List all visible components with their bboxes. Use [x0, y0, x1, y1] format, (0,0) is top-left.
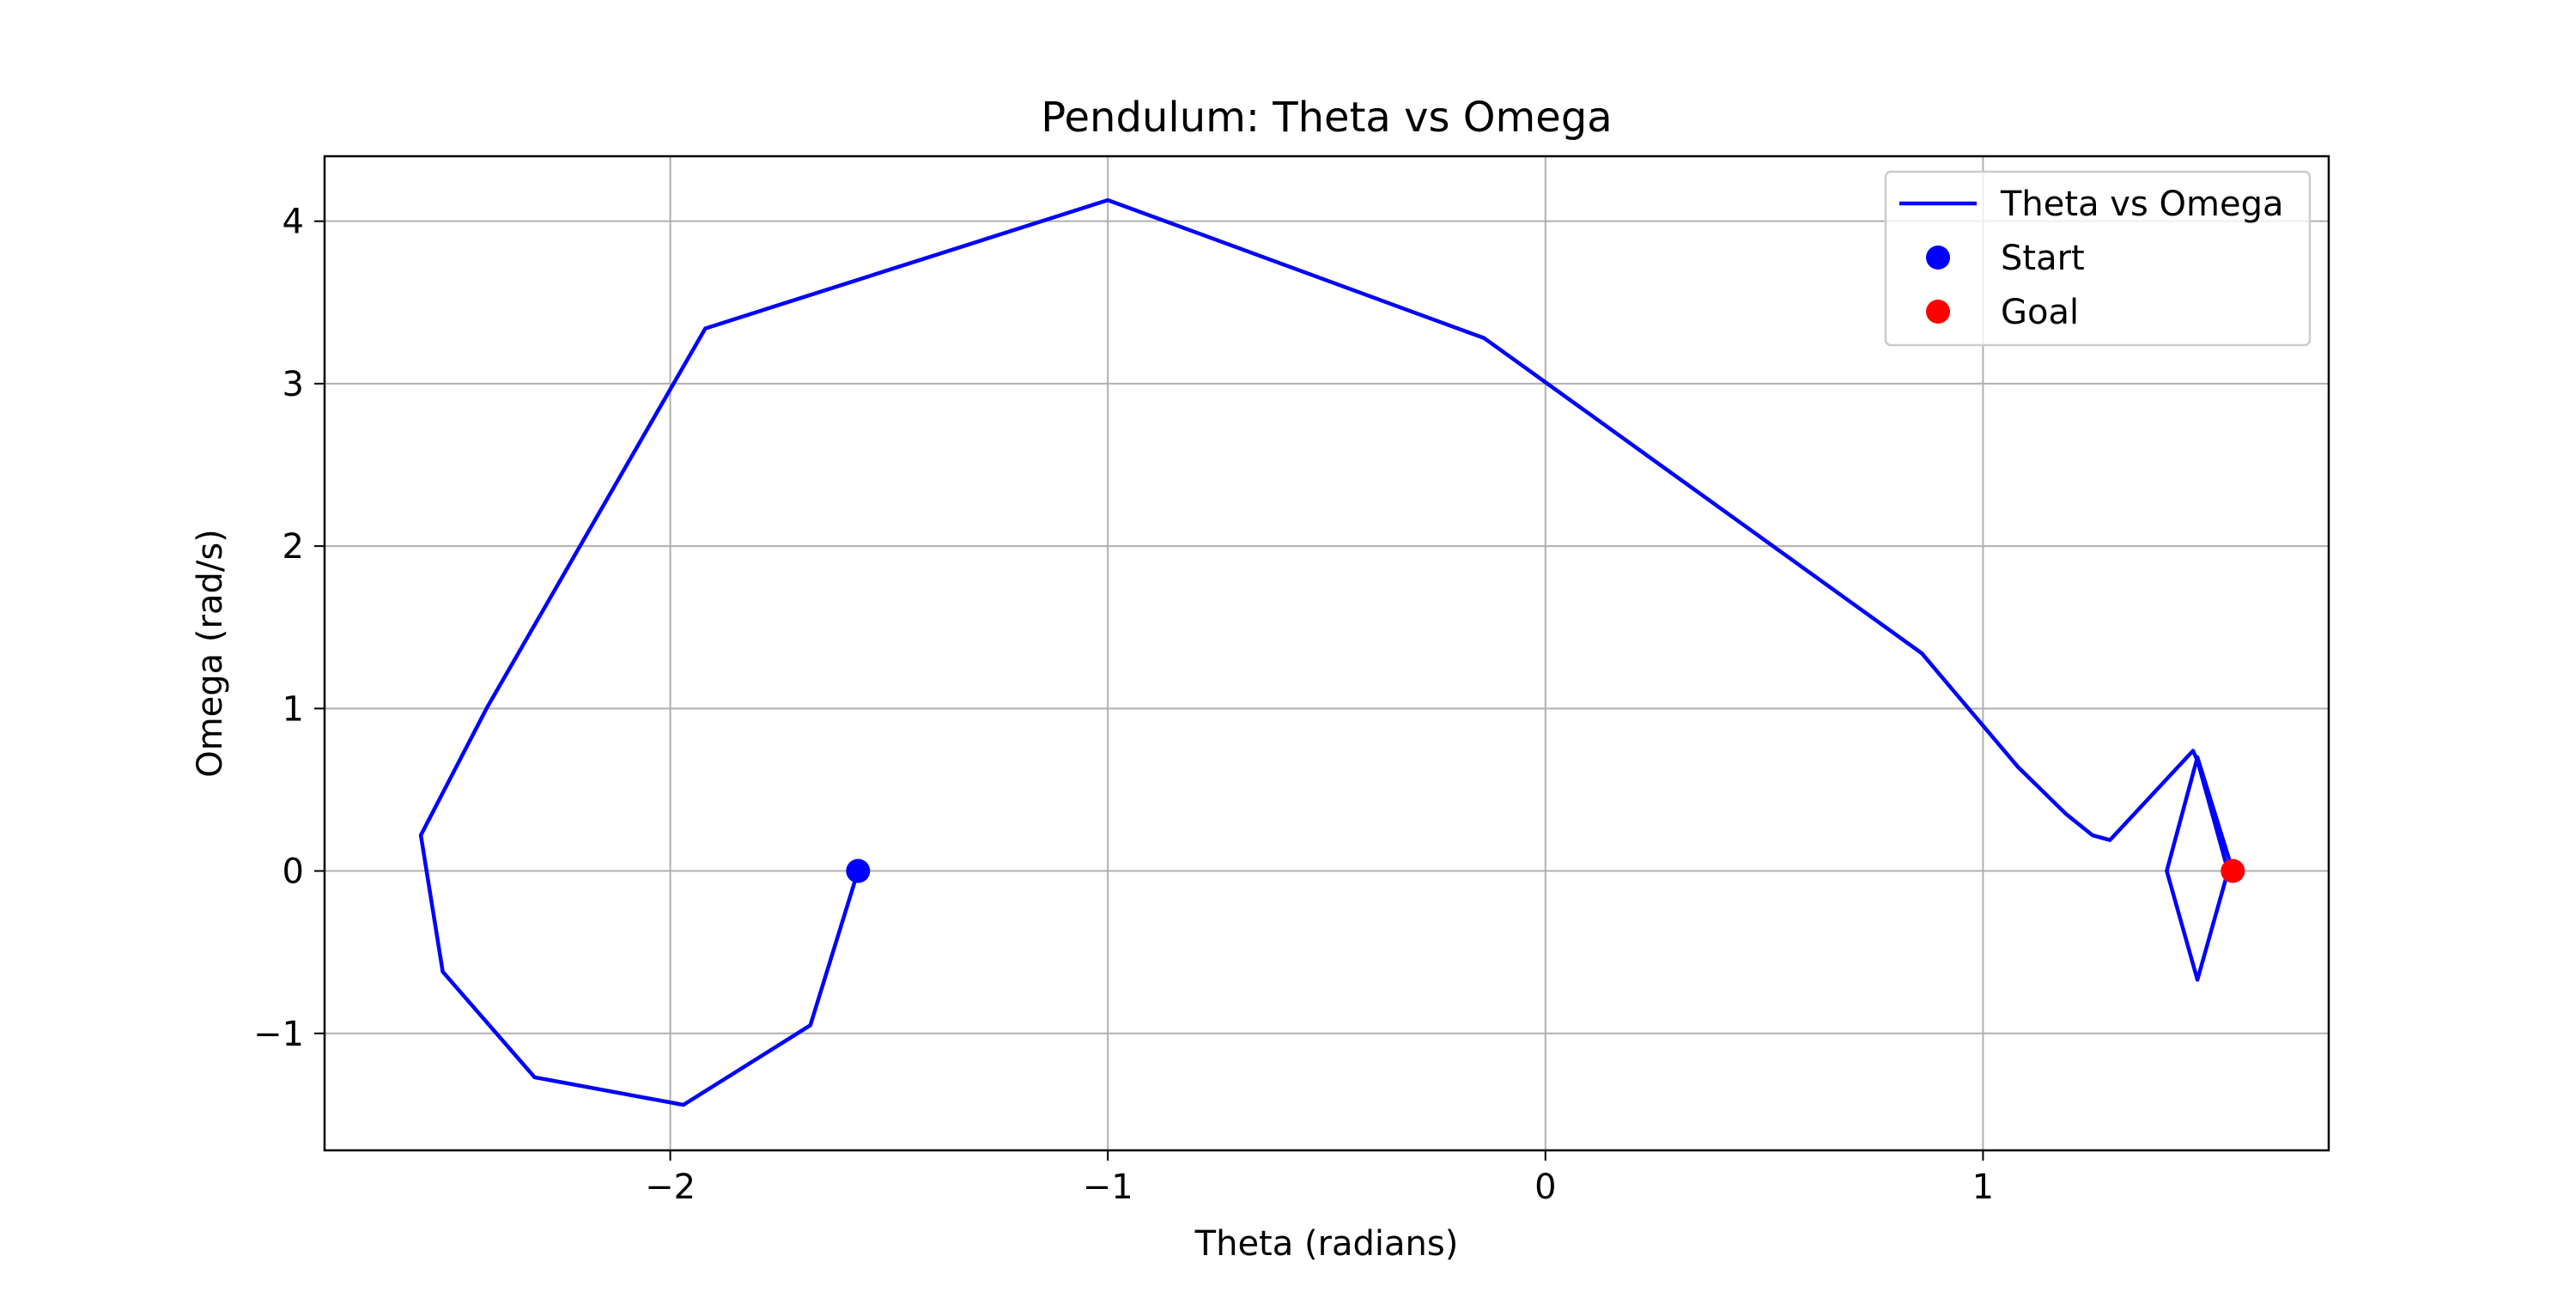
- tick-layer: −2 −1 0 1 −1 0 1 2 3 4: [253, 203, 1994, 1207]
- marker-goal: [2221, 858, 2245, 883]
- grid-lines: [325, 156, 2329, 1150]
- chart-title: Pendulum: Theta vs Omega: [1041, 94, 1612, 142]
- legend-goal-swatch: [1926, 300, 1950, 324]
- x-tick-label: 1: [1972, 1168, 1994, 1207]
- y-tick-label: −1: [253, 1015, 304, 1054]
- x-tick-label: −2: [645, 1168, 696, 1207]
- legend-label-series: Theta vs Omega: [2000, 185, 2284, 224]
- legend-box: [1884, 170, 2312, 347]
- x-tick-label: 0: [1534, 1168, 1556, 1207]
- series-line-theta-vs-omega: [418, 197, 2235, 1107]
- marker-start: [846, 858, 871, 883]
- x-tick-label: −1: [1083, 1168, 1133, 1207]
- series-layer: [418, 197, 2235, 1107]
- y-tick-label: 1: [283, 689, 304, 729]
- plot-frame: [323, 155, 2330, 1152]
- legend: Theta vs Omega Start Goal: [1884, 170, 2312, 347]
- y-tick-label: 3: [283, 365, 304, 404]
- y-tick-label: 2: [283, 527, 304, 567]
- legend-label-goal: Goal: [2001, 293, 2079, 332]
- y-tick-label: 0: [283, 852, 304, 892]
- legend-label-start: Start: [2001, 239, 2085, 278]
- x-axis-label: Theta (radians): [1194, 1224, 1459, 1264]
- marker-layer: [846, 858, 2245, 883]
- legend-start-swatch: [1926, 246, 1950, 270]
- y-axis-label: Omega (rad/s): [191, 529, 230, 778]
- y-tick-label: 4: [283, 203, 304, 242]
